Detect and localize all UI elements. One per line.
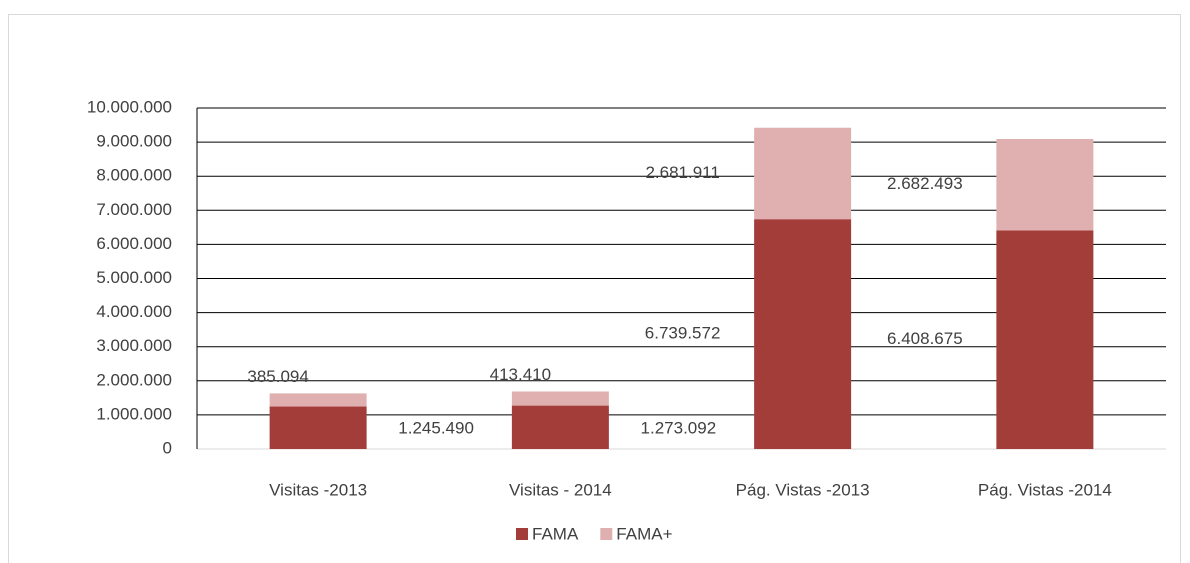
data-label: 1.273.092 [641, 418, 717, 437]
y-tick-label: 7.000.000 [96, 200, 172, 219]
data-label: 1.245.490 [398, 418, 474, 437]
bar-segment [511, 405, 609, 449]
data-label: 2.681.911 [645, 163, 719, 182]
bar-segment [269, 393, 367, 407]
legend-swatch [516, 528, 528, 540]
legend-swatch [600, 528, 613, 540]
x-tick-label: Pág. Vistas -2013 [736, 480, 870, 499]
x-tick-label: Visitas -2013 [269, 480, 367, 499]
data-label: 2.682.493 [887, 174, 963, 193]
x-tick-label: Visitas - 2014 [509, 480, 612, 499]
y-tick-label: 10.000.000 [87, 97, 172, 116]
y-tick-label: 2.000.000 [96, 370, 172, 389]
data-label: 385.094 [247, 367, 308, 386]
y-tick-label: 8.000.000 [96, 166, 172, 185]
bar-segment [996, 138, 1094, 231]
bar-segment [269, 406, 367, 449]
y-tick-label: 0 [163, 438, 172, 457]
legend-label: FAMA+ [616, 524, 672, 543]
bar-segment [754, 127, 852, 220]
y-tick-label: 6.000.000 [96, 234, 172, 253]
data-label: 6.739.572 [645, 324, 721, 343]
bar-segment [996, 230, 1094, 449]
data-label: 413.410 [490, 365, 551, 384]
bar-segment [754, 219, 852, 449]
x-tick-label: Pág. Vistas -2014 [978, 480, 1112, 499]
y-tick-label: 9.000.000 [96, 132, 172, 151]
y-tick-label: 1.000.000 [96, 404, 172, 423]
y-tick-label: 5.000.000 [96, 268, 172, 287]
legend-label: FAMA [532, 524, 579, 543]
chart-border [8, 14, 1181, 563]
data-label: 6.408.675 [887, 329, 963, 348]
bar-segment [511, 391, 609, 406]
y-tick-label: 4.000.000 [96, 302, 172, 321]
y-tick-label: 3.000.000 [96, 336, 172, 355]
